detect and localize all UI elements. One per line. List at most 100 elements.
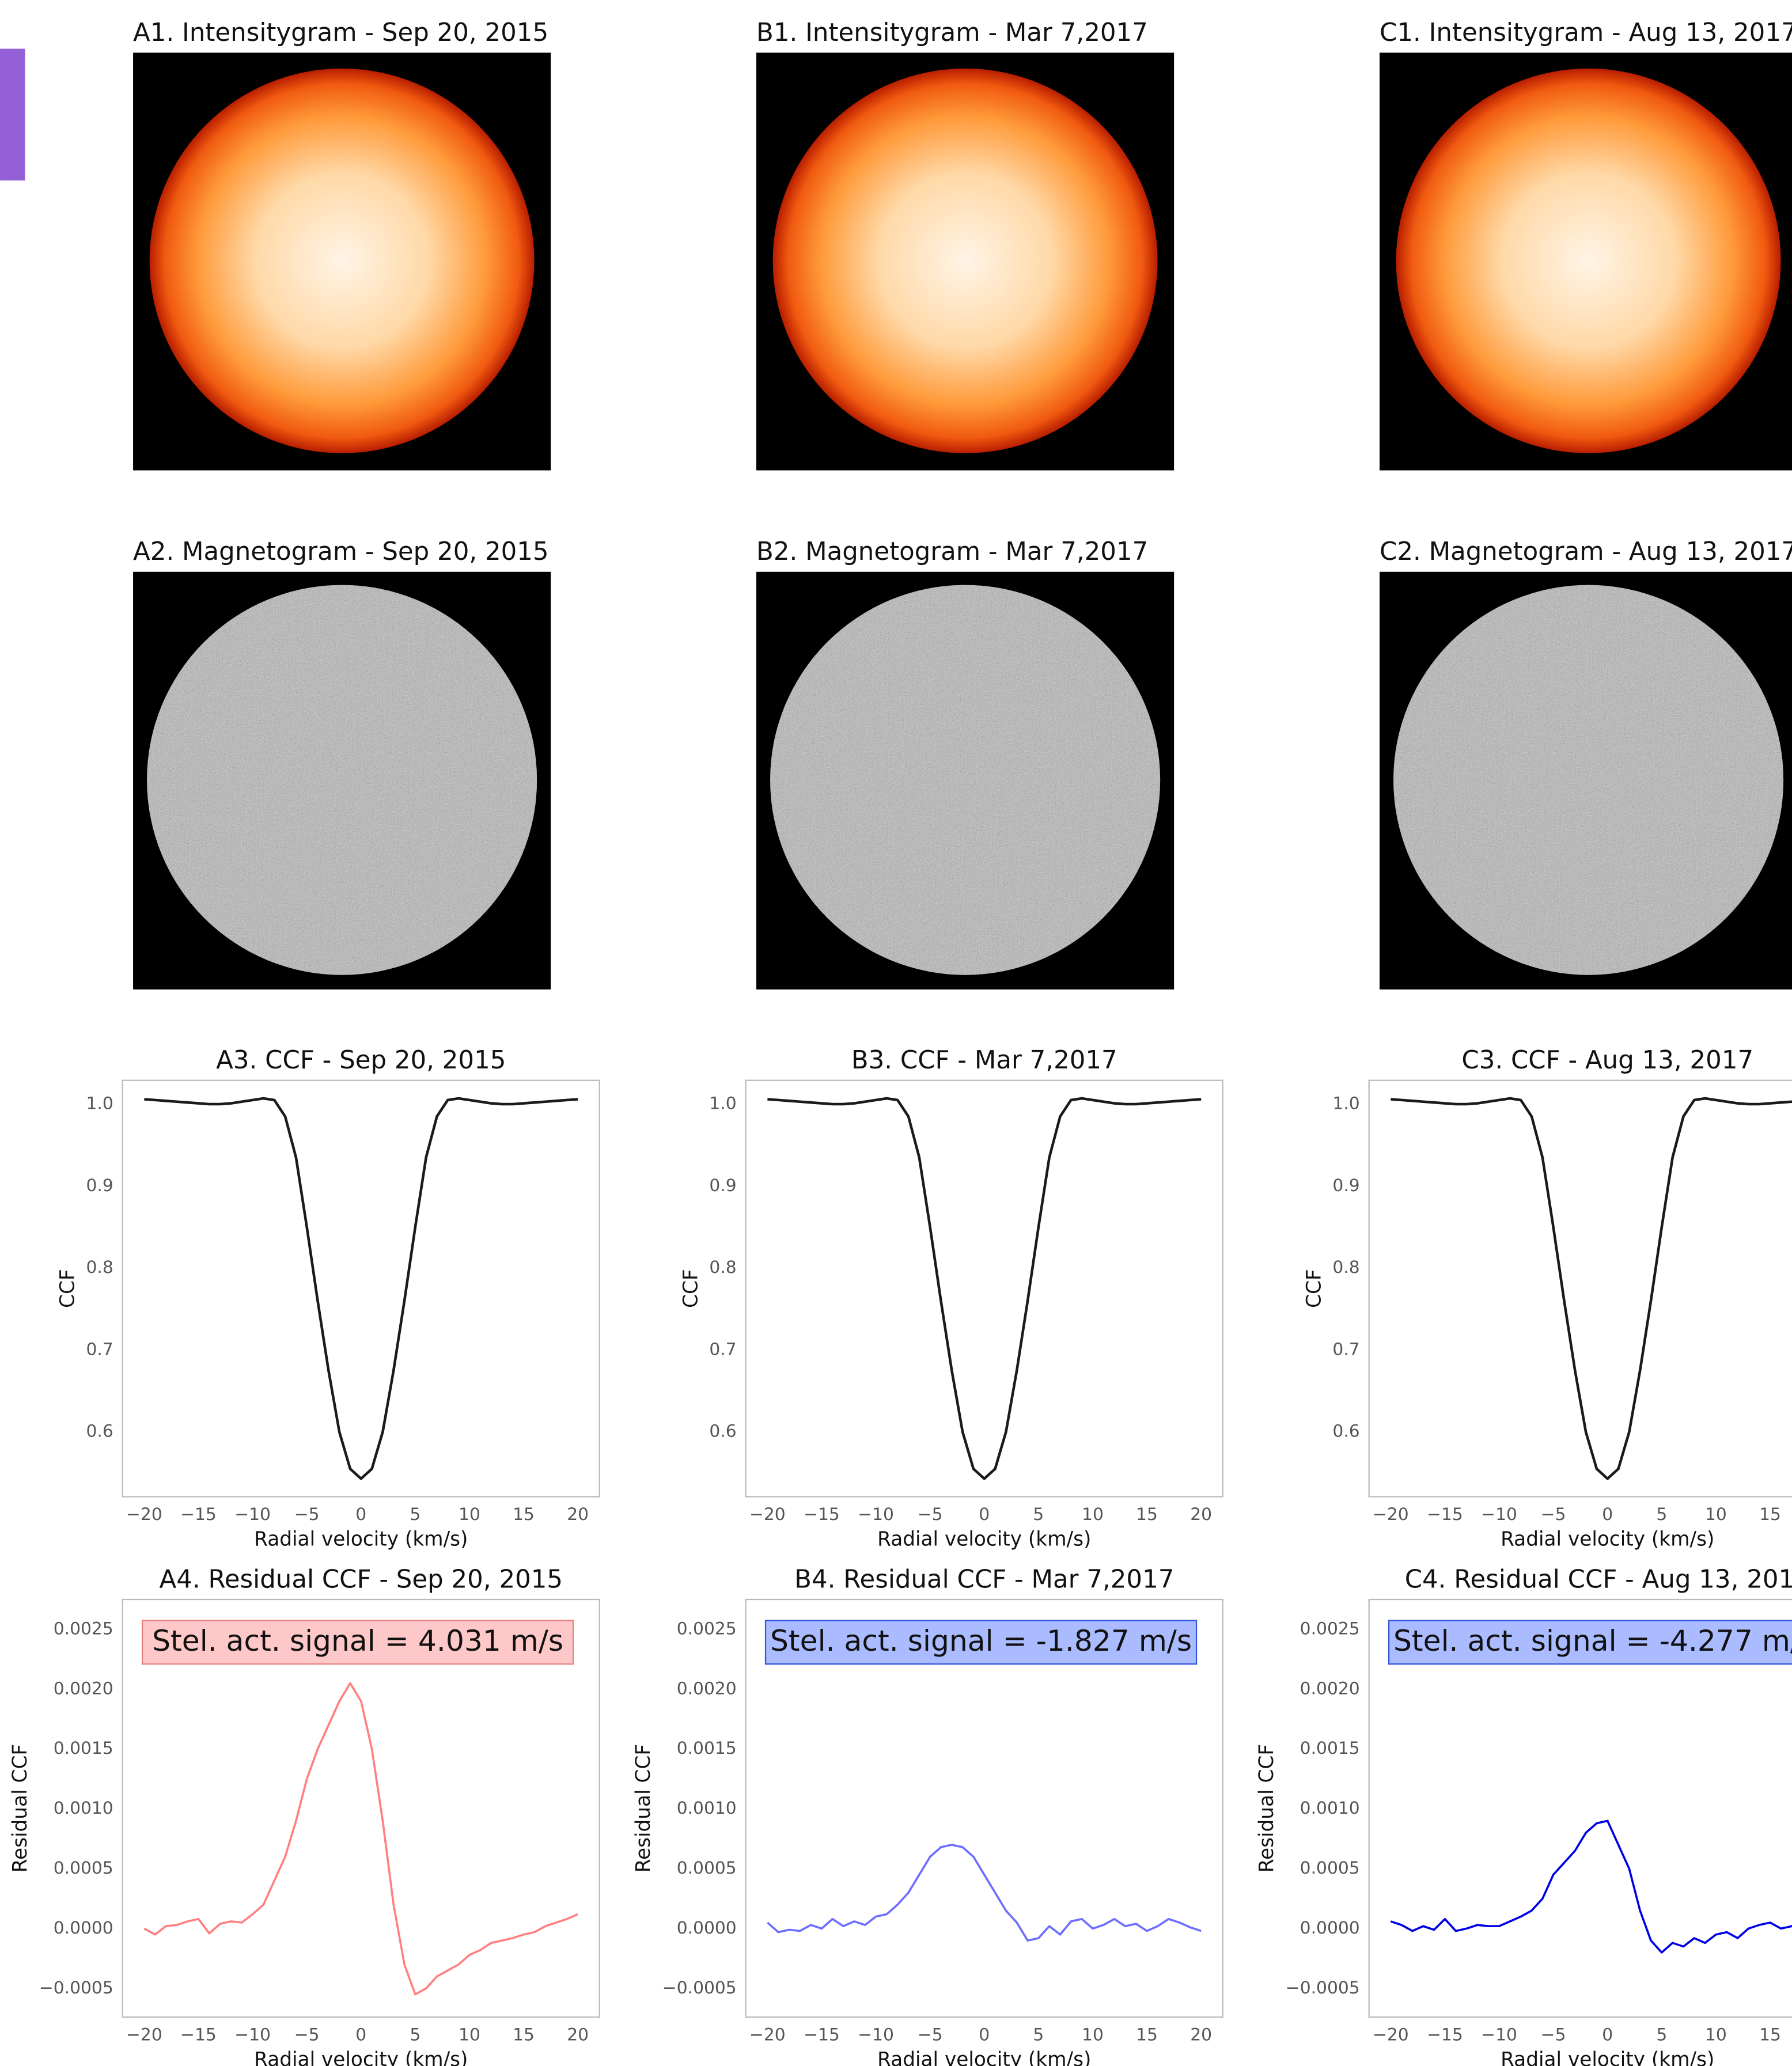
chart-title: B4. Residual CCF - Mar 7,2017 [794,1565,1174,1594]
data-line [1391,1097,1792,1480]
x-tick-label: 10 [1082,1504,1104,1525]
x-tick-label: 5 [1656,2025,1667,2045]
y-tick-label: 0.7 [709,1339,736,1359]
y-tick-label: 0.0005 [677,1858,737,1878]
x-tick-label: 20 [567,1504,589,1525]
y-axis-label: CCF [1302,1269,1325,1308]
x-tick-label: −5 [294,1504,320,1525]
x-tick-label: −10 [1481,2025,1517,2045]
annotation-text: Stel. act. signal = 4.031 m/s [152,1624,563,1658]
y-tick-label: 0.0010 [54,1798,113,1818]
y-tick-label: 0.9 [86,1176,113,1196]
sun-disk [772,68,1158,453]
x-tick-label: 10 [1082,2025,1104,2045]
chart-title: C4. Residual CCF - Aug 13, 2017 [1405,1565,1792,1594]
y-tick-label: 0.8 [709,1257,736,1277]
x-tick-label: −10 [858,2025,894,2045]
y-tick-label: 0.0000 [677,1918,737,1938]
panel-title: B1. Intensitygram - Mar 7,2017 [756,18,1148,47]
x-axis-label: Radial velocity (km/s) [1501,1528,1714,1551]
plot-area [1368,1598,1792,2018]
y-tick-label: −0.0005 [662,1978,737,1998]
x-tick-label: 15 [1136,1504,1158,1525]
plot-area [122,1079,600,1498]
x-tick-label: 0 [1602,2025,1613,2045]
x-tick-label: 10 [459,2025,480,2045]
annotation-text: Stel. act. signal = -4.277 m/s [1393,1624,1792,1658]
x-tick-label: 15 [1759,1504,1781,1525]
y-tick-label: 0.8 [86,1257,113,1277]
plot-area [745,1598,1223,2018]
x-tick-label: −5 [294,2025,320,2045]
x-tick-label: −10 [1481,1504,1517,1525]
annotation-box [141,1620,574,1665]
y-axis-label: Residual CCF [9,1744,32,1872]
y-tick-label: 0.0000 [54,1918,113,1938]
x-tick-label: −20 [1373,2025,1409,2045]
x-tick-label: 5 [410,2025,420,2045]
y-tick-label: 0.0015 [1300,1738,1360,1758]
y-tick-label: 0.0025 [1300,1618,1360,1639]
x-tick-label: 5 [1656,1504,1667,1525]
plot-area [1368,1079,1792,1498]
x-tick-label: −15 [180,1504,217,1525]
y-tick-label: 0.8 [1332,1257,1359,1277]
y-tick-label: 0.0010 [677,1798,737,1818]
y-tick-label: 1.0 [1332,1093,1359,1113]
x-tick-label: −5 [918,2025,943,2045]
magnetic-texture [1393,585,1784,975]
y-axis-label: Residual CCF [1255,1744,1278,1872]
sun-disk [149,68,535,453]
x-axis-label: Radial velocity (km/s) [877,1528,1091,1551]
x-axis-label: Radial velocity (km/s) [1501,2048,1714,2066]
y-tick-label: 0.0015 [677,1738,737,1758]
annotation-box [764,1620,1198,1665]
chart-title: A4. Residual CCF - Sep 20, 2015 [160,1565,563,1594]
x-tick-label: 10 [459,1504,480,1525]
y-tick-label: 1.0 [709,1093,736,1113]
x-tick-label: −20 [126,1504,162,1525]
data-line [1390,1819,1792,1954]
x-tick-label: 10 [1705,1504,1727,1525]
y-axis-label: CCF [679,1269,702,1308]
x-axis-label: Radial velocity (km/s) [254,2048,468,2066]
x-tick-label: 20 [1190,2025,1212,2045]
x-tick-label: 0 [979,1504,990,1525]
plot-area [122,1598,600,2018]
x-tick-label: −15 [804,2025,840,2045]
x-tick-label: −15 [1427,2025,1463,2045]
x-tick-label: −20 [1373,1504,1409,1525]
chart-title: A3. CCF - Sep 20, 2015 [216,1046,506,1075]
x-tick-label: 0 [355,2025,366,2045]
panel-title: B2. Magnetogram - Mar 7,2017 [756,537,1148,566]
x-tick-label: 15 [513,2025,535,2045]
x-axis-label: Radial velocity (km/s) [877,2048,1091,2066]
y-tick-label: 0.0025 [677,1618,737,1639]
x-tick-label: 0 [355,1504,366,1525]
x-tick-label: 5 [1033,1504,1044,1525]
sun-disk [1396,68,1781,453]
y-tick-label: 0.0000 [1300,1918,1360,1938]
x-tick-label: 5 [410,1504,420,1525]
x-tick-label: 0 [979,2025,990,2045]
y-tick-label: 0.6 [709,1421,736,1442]
y-tick-label: 0.0025 [54,1618,113,1639]
x-tick-label: −5 [1541,2025,1566,2045]
data-line [143,1682,578,1996]
y-tick-label: 0.0005 [54,1858,113,1878]
x-tick-label: 10 [1705,2025,1727,2045]
x-tick-label: 20 [1190,1504,1212,1525]
y-tick-label: 0.6 [1332,1421,1359,1442]
y-tick-label: 1.0 [86,1093,113,1113]
x-tick-label: −15 [804,1504,840,1525]
x-tick-label: −20 [126,2025,162,2045]
x-tick-label: −10 [234,1504,271,1525]
y-tick-label: 0.0005 [1300,1858,1360,1878]
data-line [767,1844,1202,1942]
x-tick-label: 20 [567,2025,589,2045]
y-tick-label: 0.9 [1332,1176,1359,1196]
y-tick-label: 0.7 [86,1339,113,1359]
x-tick-label: −15 [180,2025,217,2045]
y-tick-label: 0.0020 [1300,1678,1360,1699]
